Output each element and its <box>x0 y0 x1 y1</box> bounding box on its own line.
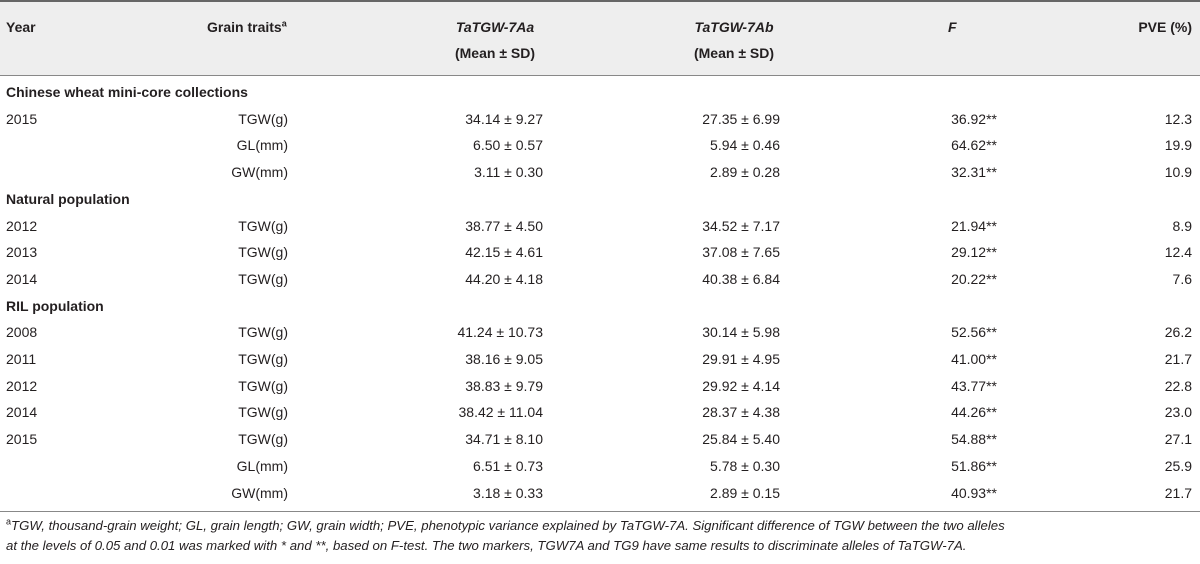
cell-aa: 38.42 ± 11.04 <box>458 404 544 421</box>
cell-year: 2008 <box>6 324 38 341</box>
cell-ab: 2.89 ± 0.15 <box>710 484 780 501</box>
cell-aa: 42.15 ± 4.61 <box>465 244 543 261</box>
cell-pve: 10.9 <box>1164 164 1192 181</box>
cell-ab: 2.89 ± 0.28 <box>710 164 780 181</box>
cell-pve: 25.9 <box>1164 457 1192 474</box>
cell-ab: 29.91 ± 4.95 <box>702 351 780 367</box>
cell-aa: 6.50 ± 0.57 <box>473 137 543 154</box>
table-footnote: aTGW, thousand-grain weight; GL, grain l… <box>6 516 1196 556</box>
cell-aa: 44.20 ± 4.18 <box>465 270 543 287</box>
cell-ab: 28.37 ± 4.38 <box>702 404 780 421</box>
cell-pve: 21.7 <box>1164 484 1192 501</box>
cell-ab: 34.52 ± 7.17 <box>702 217 780 234</box>
cell-year: 2012 <box>6 377 38 394</box>
cell-aa: 38.16 ± 9.05 <box>465 351 543 367</box>
cell-pve: 23.0 <box>1164 404 1192 421</box>
cell-trait: TGW(g) <box>238 431 288 448</box>
header-ab: TaTGW-7Ab <box>694 19 774 35</box>
cell-aa: 6.51 ± 0.73 <box>473 457 543 474</box>
cell-pve: 7.6 <box>1172 270 1192 287</box>
cell-ab: 40.38 ± 6.84 <box>702 270 780 287</box>
cell-trait: TGW(g) <box>238 404 288 421</box>
header-aa: TaTGW-7Aa <box>455 19 535 35</box>
cell-trait: GW(mm) <box>231 164 288 181</box>
cell-f: 44.26** <box>951 404 997 421</box>
cell-pve: 19.9 <box>1164 137 1192 154</box>
cell-f: 51.86** <box>951 457 997 474</box>
cell-year: 2014 <box>6 270 38 287</box>
section-title: Chinese wheat mini-core collections <box>6 84 248 100</box>
cell-f: 32.31** <box>951 164 997 181</box>
cell-trait: TGW(g) <box>238 244 288 261</box>
cell-aa: 3.18 ± 0.33 <box>473 484 543 501</box>
cell-trait: GW(mm) <box>231 484 288 501</box>
cell-trait: TGW(g) <box>238 217 288 234</box>
cell-year: 2015 <box>6 110 38 127</box>
cell-f: 64.62** <box>951 137 997 154</box>
cell-f: 54.88** <box>951 431 997 448</box>
cell-aa: 38.83 ± 9.79 <box>465 377 543 394</box>
cell-f: 36.92** <box>951 110 997 127</box>
top-rule <box>0 0 1200 2</box>
cell-year: 2013 <box>6 244 38 261</box>
cell-year: 2015 <box>6 431 38 448</box>
cell-aa: 41.24 ± 10.73 <box>457 324 543 341</box>
cell-trait: TGW(g) <box>238 351 288 367</box>
cell-f: 20.22** <box>951 270 997 287</box>
header-year: Year <box>6 19 36 35</box>
cell-ab: 27.35 ± 6.99 <box>702 110 780 127</box>
cell-trait: TGW(g) <box>238 110 288 127</box>
cell-pve: 8.9 <box>1172 217 1192 234</box>
cell-f: 43.77** <box>951 377 997 394</box>
cell-ab: 25.84 ± 5.40 <box>702 431 780 448</box>
cell-ab: 5.78 ± 0.30 <box>710 457 780 474</box>
cell-pve: 26.2 <box>1164 324 1192 341</box>
cell-ab: 30.14 ± 5.98 <box>702 324 780 341</box>
table-header-band <box>0 0 1200 75</box>
footnote-line-2: at the levels of 0.05 and 0.01 was marke… <box>6 538 967 553</box>
section-title: Natural population <box>6 190 130 207</box>
cell-year: 2012 <box>6 217 38 234</box>
cell-pve: 12.3 <box>1164 110 1192 127</box>
header-ab-sub: (Mean ± SD) <box>693 45 775 61</box>
cell-aa: 34.14 ± 9.27 <box>465 110 543 127</box>
cell-pve: 27.1 <box>1164 431 1192 448</box>
cell-trait: TGW(g) <box>238 377 288 394</box>
header-f: F <box>948 19 957 35</box>
cell-trait: GL(mm) <box>236 137 288 154</box>
header-grain-traits: Grain traitsa <box>207 18 287 35</box>
cell-pve: 12.4 <box>1164 244 1192 261</box>
cell-trait: TGW(g) <box>238 270 288 287</box>
cell-pve: 22.8 <box>1164 377 1192 394</box>
footer-rule <box>0 511 1200 512</box>
cell-trait: GL(mm) <box>236 457 288 474</box>
header-rule <box>0 75 1200 76</box>
cell-aa: 3.11 ± 0.30 <box>474 164 543 181</box>
cell-f: 41.00** <box>951 351 997 367</box>
cell-ab: 37.08 ± 7.65 <box>702 244 780 261</box>
cell-pve: 21.7 <box>1164 351 1192 367</box>
cell-aa: 34.71 ± 8.10 <box>465 431 543 448</box>
cell-year: 2014 <box>6 404 38 421</box>
cell-ab: 5.94 ± 0.46 <box>710 137 780 154</box>
cell-f: 52.56** <box>951 324 997 341</box>
cell-f: 40.93** <box>951 484 997 501</box>
footnote-line-1: aTGW, thousand-grain weight; GL, grain l… <box>6 516 1005 533</box>
cell-year: 2011 <box>6 351 37 367</box>
cell-f: 21.94** <box>951 217 997 234</box>
cell-trait: TGW(g) <box>238 324 288 341</box>
cell-ab: 29.92 ± 4.14 <box>702 377 780 394</box>
cell-f: 29.12** <box>951 244 997 261</box>
header-aa-sub: (Mean ± SD) <box>454 45 536 61</box>
header-pve: PVE (%) <box>1138 19 1192 35</box>
cell-aa: 38.77 ± 4.50 <box>465 217 543 234</box>
section-title: RIL population <box>6 297 104 314</box>
